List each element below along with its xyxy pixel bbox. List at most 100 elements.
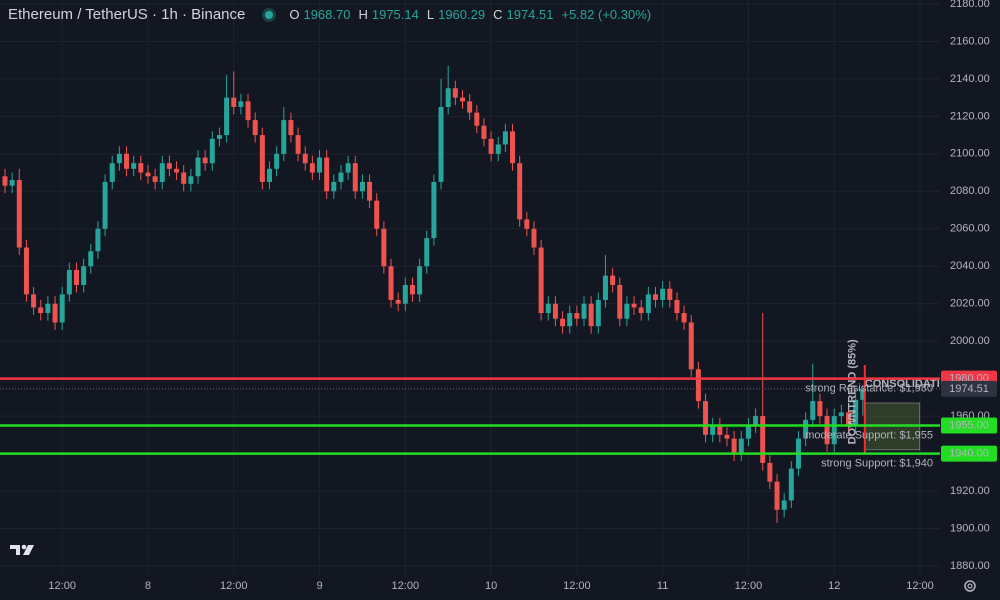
y-tick-label: 2100.00 [950, 148, 990, 160]
level-tag [941, 445, 997, 462]
candle-body [703, 401, 709, 435]
candle-body [652, 294, 658, 300]
candle-body [710, 425, 716, 435]
candle-body [524, 219, 530, 229]
y-tick-label: 2060.00 [950, 223, 990, 235]
candle-body [309, 163, 315, 173]
candle-body [352, 163, 358, 192]
candle-body [431, 181, 437, 239]
candle-body [374, 200, 380, 229]
candle-body [467, 101, 473, 113]
candle-body [538, 247, 544, 314]
y-tick-label: 1920.00 [950, 485, 990, 497]
candle-body [660, 288, 666, 300]
candle-body [124, 153, 130, 169]
candle-body [724, 434, 730, 439]
ohlc-value: 1960.29 [438, 7, 486, 22]
candle-body [359, 181, 365, 192]
price-axis-bg [940, 0, 1000, 600]
y-tick-label: 2000.00 [950, 335, 990, 347]
candle-body [295, 135, 301, 154]
ohlc-value: 1974.51 [506, 7, 554, 22]
candle-body [395, 299, 401, 304]
candle-body [52, 303, 58, 323]
x-tick-label: 12:00 [563, 580, 591, 592]
candle-body [131, 163, 137, 169]
y-tick-label: 2020.00 [950, 298, 990, 310]
candle-body [195, 157, 201, 177]
candle-body [252, 120, 258, 136]
settings-icon[interactable] [964, 580, 976, 592]
candle-body [595, 299, 601, 327]
candle-body [438, 106, 444, 182]
candle-body [231, 97, 237, 107]
candle-body [602, 275, 608, 300]
candle-body [824, 416, 830, 445]
candle-body [810, 401, 816, 420]
candle-body [645, 294, 651, 314]
status-dot [265, 10, 274, 19]
ohlc-key: L [426, 7, 435, 22]
candle-body [838, 412, 844, 417]
candle-body [567, 313, 573, 327]
candle-body [266, 168, 272, 182]
ohlc-key: O [289, 7, 300, 22]
candle-body [624, 303, 630, 319]
downtrend-label: DOWNTREND (85%) [847, 339, 859, 444]
candle-body [38, 307, 44, 314]
candle-body [667, 288, 673, 300]
candle-body [831, 416, 837, 445]
candle-body [545, 303, 551, 314]
candle-body [474, 112, 480, 126]
candle-body [2, 176, 8, 186]
candle-body [817, 401, 823, 417]
candle-body [102, 181, 108, 229]
candle-body [45, 303, 51, 314]
candle-body [517, 163, 523, 220]
candle-body [259, 135, 265, 182]
y-tick-label: 2160.00 [950, 35, 990, 47]
x-tick-label: 12:00 [906, 580, 934, 592]
candle-body [803, 419, 809, 439]
candle-body [753, 416, 759, 426]
candle-body [502, 131, 508, 145]
candle-body [388, 266, 394, 300]
candle-body [331, 181, 337, 192]
candle-body [159, 163, 165, 182]
candle-body [202, 157, 208, 164]
candle-body [166, 163, 172, 169]
level-tag [941, 417, 997, 434]
last-price-tag [941, 380, 997, 397]
candle-body [674, 299, 680, 314]
candle-body [767, 462, 773, 482]
ohlc-key: C [493, 7, 503, 22]
level-note: moderate Support: $1,955 [805, 429, 933, 441]
plot: CONSOLIDATION DOWNTREND (85%)strong Resis… [0, 65, 940, 523]
candle-body [188, 176, 194, 184]
ohlc-value: 1968.70 [303, 7, 351, 22]
x-tick-label: 12:00 [48, 580, 76, 592]
candle-body [860, 388, 866, 400]
candle-body [688, 322, 694, 370]
y-tick-label: 2040.00 [950, 260, 990, 272]
candle-body [245, 101, 251, 121]
candle-body [317, 157, 323, 173]
candle-body [73, 269, 79, 285]
candle-body [274, 153, 280, 169]
candle-body [109, 163, 115, 182]
candle-body [66, 269, 72, 295]
candle-body [495, 144, 501, 154]
x-tick-label: 8 [145, 580, 151, 592]
candle-body [281, 120, 287, 154]
candle-body [209, 138, 215, 164]
level-tag-label: 1955.00 [949, 419, 989, 431]
candle-body [152, 176, 158, 182]
candle-body [424, 238, 430, 267]
candle-body [788, 468, 794, 501]
candle-body [402, 284, 408, 304]
candle-body [345, 163, 351, 173]
candle-body [481, 125, 487, 139]
candle-body [95, 228, 101, 252]
candle-body [216, 135, 222, 139]
